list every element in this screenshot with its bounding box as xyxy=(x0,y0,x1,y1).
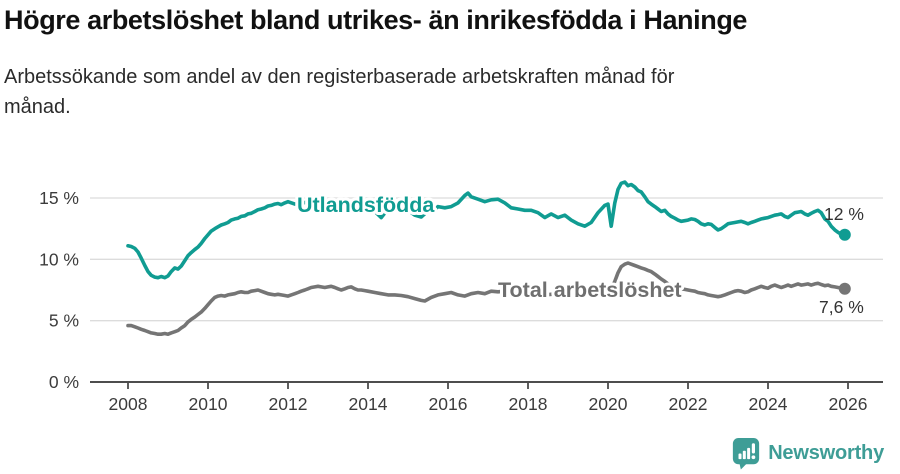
series-end-dot-0 xyxy=(838,228,851,241)
x-tick-label-2014: 2014 xyxy=(349,394,388,414)
x-tick-label-2010: 2010 xyxy=(189,394,228,414)
x-tick-label-2024: 2024 xyxy=(749,394,788,414)
series-line-0 xyxy=(126,180,847,280)
newsworthy-logo: Newsworthy xyxy=(731,437,884,470)
chart-header: Högre arbetslöshet bland utrikes- än inr… xyxy=(4,4,896,122)
y-tick-label-10: 10 % xyxy=(39,249,79,269)
x-tick-label-2022: 2022 xyxy=(669,394,708,414)
x-tick-label-2008: 2008 xyxy=(109,394,148,414)
x-axis: 2008 2010 2012 2014 2016 2018 2020 2022 2024 2026 xyxy=(90,381,883,414)
y-tick-label-0: 0 % xyxy=(49,372,79,392)
x-tick-label-2012: 2012 xyxy=(269,394,308,414)
gridlines xyxy=(90,197,883,322)
page-title: Högre arbetslöshet bland utrikes- än inr… xyxy=(4,5,748,35)
y-axis-labels: 0 % 5 % 10 % 15 % xyxy=(39,188,79,392)
x-tick-label-2018: 2018 xyxy=(509,394,548,414)
x-tick-label-2020: 2020 xyxy=(589,394,628,414)
series-lines xyxy=(126,180,847,337)
series-label-utlandsfodda: Utlandsfödda xyxy=(297,193,435,217)
x-tick-label-2016: 2016 xyxy=(429,394,468,414)
chart-subtitle: Arbetssökande som andel av den registerb… xyxy=(4,66,675,119)
series-end-dot-1 xyxy=(838,282,851,295)
end-value-label-total: 7,6 % xyxy=(819,297,864,317)
y-tick-label-15: 15 % xyxy=(39,188,79,208)
y-tick-label-5: 5 % xyxy=(49,311,79,331)
series-label-total-arbetsloshet: Total arbetslöshet xyxy=(498,278,682,302)
speech-bubble-bar-chart-icon xyxy=(733,438,760,470)
brand-name: Newsworthy xyxy=(768,442,884,464)
end-dots xyxy=(838,228,851,295)
series-line-1 xyxy=(126,261,847,337)
x-tick-label-2026: 2026 xyxy=(829,394,868,414)
end-value-label-utlandsfodda: 12 % xyxy=(824,204,864,224)
